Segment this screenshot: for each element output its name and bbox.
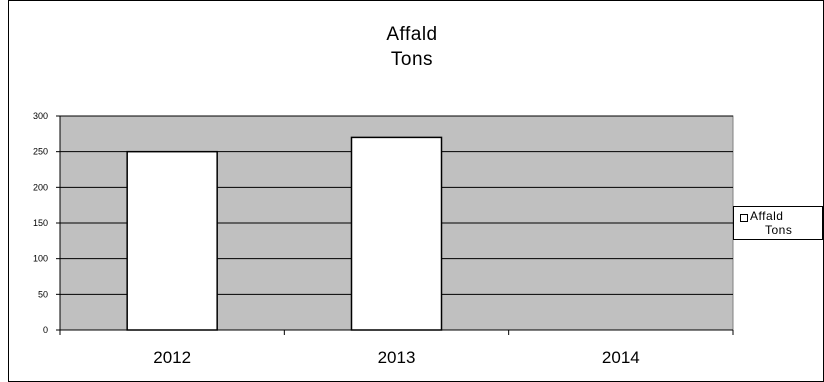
x-tick-label: 2013: [378, 348, 416, 367]
bar: [126, 150, 218, 331]
x-axis-ticks: 2012 2013 2014: [59, 330, 734, 367]
legend-label-line1: Affald: [750, 209, 784, 223]
y-tick-label: 0: [43, 325, 48, 335]
x-tick-label: 2012: [153, 348, 191, 367]
bar: [350, 136, 443, 331]
bars: [126, 136, 443, 331]
y-axis-ticks: 0 50 100 150 200 250 300: [33, 111, 60, 335]
chart-subtitle: Tons: [390, 49, 434, 70]
y-tick-label: 150: [33, 218, 48, 228]
x-tick-label: 2014: [602, 348, 640, 367]
y-tick-label: 300: [33, 111, 48, 121]
legend: Affald Tons: [733, 206, 823, 240]
legend-swatch: [740, 214, 748, 222]
y-tick-label: 200: [33, 182, 48, 192]
chart-title: Affald: [386, 24, 438, 45]
y-tick-label: 250: [33, 147, 48, 157]
y-tick-label: 100: [33, 254, 48, 264]
legend-label-line2: Tons: [765, 223, 793, 237]
y-tick-label: 50: [38, 289, 48, 299]
